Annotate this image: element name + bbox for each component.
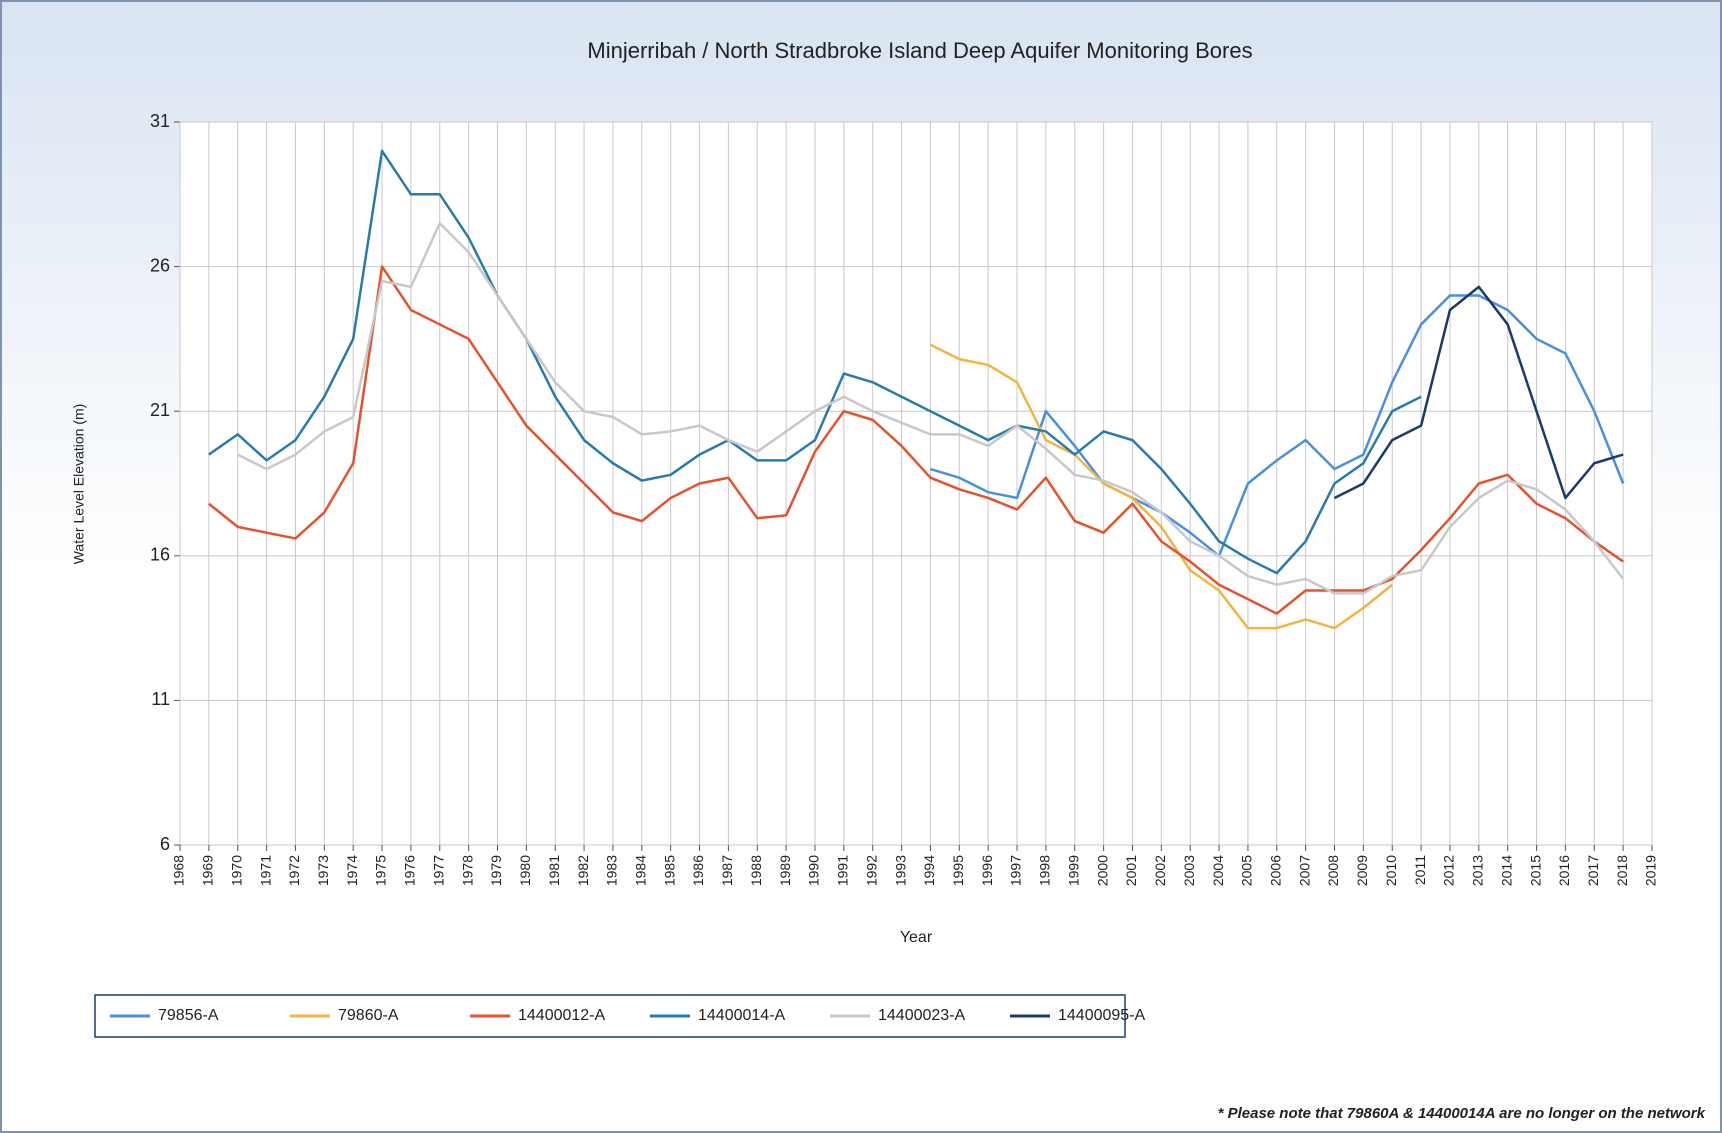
x-tick-label: 2003 [1181, 855, 1197, 886]
x-tick-label: 1995 [950, 855, 966, 886]
series-line [237, 221, 1625, 595]
x-tick-label: 1972 [286, 855, 302, 886]
series-line [930, 294, 1625, 558]
x-tick-label: 1998 [1037, 855, 1053, 886]
x-tick-label: 1971 [257, 855, 273, 886]
y-axis-label: Water Level Elevation (m) [71, 404, 87, 565]
x-tick-label: 2000 [1094, 855, 1110, 886]
x-tick-label: 1997 [1008, 855, 1024, 886]
x-tick-label: 1985 [661, 855, 677, 886]
legend-label: 14400095-A [1058, 1007, 1146, 1024]
legend-label: 79860-A [338, 1007, 399, 1024]
x-tick-label: 2015 [1527, 855, 1543, 886]
x-tick-label: 1978 [459, 855, 475, 886]
series-line [208, 149, 1422, 575]
x-tick-label: 1977 [430, 855, 446, 886]
y-tick-label: 6 [160, 834, 170, 854]
x-tick-label: 1996 [979, 855, 995, 886]
x-tick-label: 2010 [1383, 855, 1399, 886]
x-tick-label: 2001 [1123, 855, 1139, 886]
x-tick-label: 1980 [517, 855, 533, 886]
y-tick-label: 11 [151, 689, 170, 709]
series-line [1333, 285, 1624, 500]
x-tick-label: 2016 [1556, 855, 1572, 886]
x-axis-label: Year [900, 929, 933, 946]
x-tick-label: 1981 [546, 855, 562, 886]
x-tick-label: 1983 [604, 855, 620, 886]
x-tick-label: 2008 [1325, 855, 1341, 886]
x-tick-label: 1993 [892, 855, 908, 886]
x-tick-label: 1979 [488, 855, 504, 886]
x-tick-label: 2007 [1296, 855, 1312, 886]
x-tick-label: 2004 [1210, 855, 1226, 886]
plot-area [179, 121, 1653, 846]
x-tick-label: 1974 [344, 855, 360, 886]
x-tick-label: 1975 [373, 855, 389, 886]
x-tick-label: 1988 [748, 855, 764, 886]
x-tick-label: 1968 [171, 855, 187, 886]
series-line [208, 265, 1624, 615]
legend-label: 79856-A [158, 1007, 219, 1024]
x-tick-label: 2018 [1614, 855, 1630, 886]
footnote: * Please note that 79860A & 14400014A ar… [1218, 1105, 1706, 1122]
x-tick-label: 1991 [835, 855, 851, 886]
x-tick-label: 1986 [690, 855, 706, 886]
y-tick-label: 31 [150, 111, 170, 131]
x-tick-label: 2013 [1470, 855, 1486, 886]
legend-label: 14400012-A [518, 1007, 606, 1024]
y-tick-label: 26 [150, 255, 170, 275]
x-tick-label: 1976 [402, 855, 418, 886]
x-tick-label: 2011 [1412, 855, 1428, 885]
x-tick-label: 1970 [228, 855, 244, 886]
x-tick-label: 1982 [575, 855, 591, 886]
x-tick-label: 1969 [200, 855, 216, 886]
legend [94, 994, 1126, 1038]
x-tick-label: 2002 [1152, 855, 1168, 886]
x-tick-label: 1990 [806, 855, 822, 886]
legend-label: 14400014-A [698, 1007, 786, 1024]
x-tick-label: 2009 [1354, 855, 1370, 886]
x-tick-label: 2005 [1239, 855, 1255, 886]
y-tick-label: 16 [150, 545, 170, 565]
x-tick-label: 1999 [1065, 855, 1081, 886]
x-tick-label: 2017 [1585, 855, 1601, 886]
x-tick-label: 1987 [719, 855, 735, 886]
x-tick-label: 1994 [921, 855, 937, 886]
x-tick-label: 2019 [1643, 855, 1659, 886]
x-tick-label: 2012 [1441, 855, 1457, 886]
y-tick-label: 21 [150, 400, 170, 420]
series-line [929, 343, 1394, 630]
x-tick-label: 1992 [863, 855, 879, 886]
x-tick-label: 1984 [633, 855, 649, 886]
x-tick-label: 2006 [1267, 855, 1283, 886]
legend-label: 14400023-A [878, 1007, 966, 1024]
chart-title: Minjerribah / North Stradbroke Island De… [587, 38, 1252, 63]
x-tick-label: 1989 [777, 855, 793, 886]
x-tick-label: 2014 [1498, 855, 1514, 886]
x-tick-label: 1973 [315, 855, 331, 886]
